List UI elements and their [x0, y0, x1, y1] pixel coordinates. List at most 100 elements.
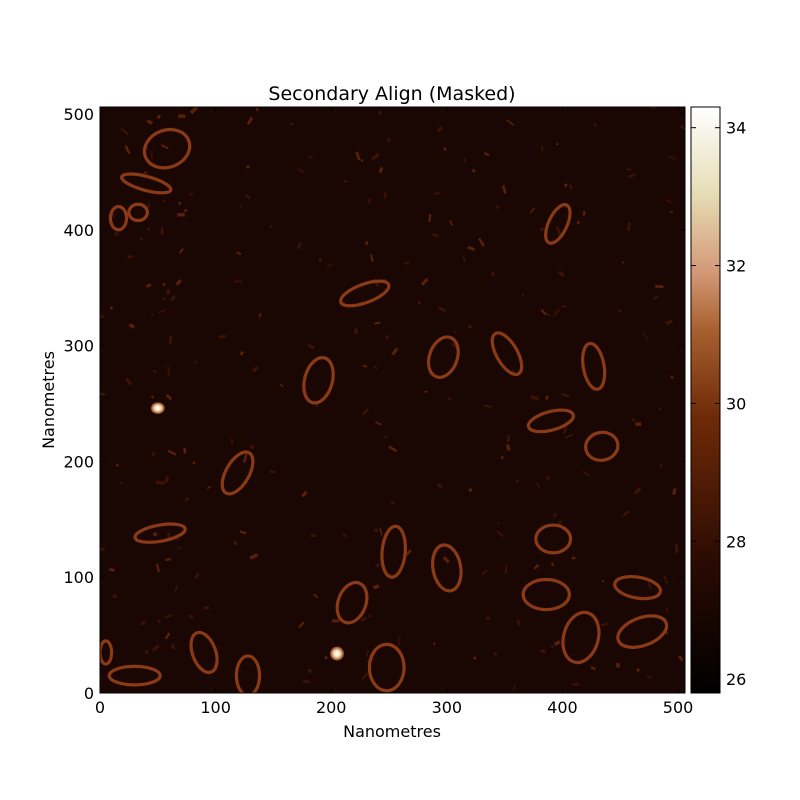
- bright-spot: [150, 402, 165, 414]
- background-speckle: [374, 321, 381, 325]
- background-speckle: [371, 152, 380, 161]
- background-speckle: [636, 668, 641, 673]
- dna-loop: [534, 523, 573, 555]
- background-speckle: [663, 575, 669, 584]
- background-speckle: [166, 288, 171, 294]
- background-speckles: [100, 107, 685, 691]
- background-speckle: [258, 313, 262, 318]
- background-speckle: [545, 312, 551, 317]
- plot-frame: [99, 106, 686, 694]
- y-tick-label: 0: [84, 684, 94, 703]
- background-speckle: [672, 488, 677, 495]
- background-speckle: [245, 165, 250, 169]
- background-speckle: [391, 347, 399, 356]
- background-speckle: [437, 306, 447, 313]
- background-speckle: [360, 158, 364, 162]
- background-speckle: [463, 157, 467, 163]
- background-speckle: [601, 579, 605, 583]
- background-speckle: [670, 375, 674, 380]
- background-speckle: [443, 146, 448, 152]
- colorbar-tick-label: 28: [726, 532, 746, 551]
- background-speckle: [242, 453, 248, 463]
- background-speckle: [151, 451, 156, 457]
- background-speckle: [417, 300, 422, 305]
- background-speckle: [155, 563, 161, 573]
- dna-loop: [108, 204, 129, 232]
- background-speckle: [112, 594, 118, 599]
- x-tick-label: 100: [200, 698, 231, 717]
- background-speckle: [436, 483, 443, 489]
- background-speckle: [647, 581, 652, 590]
- background-speckle: [324, 656, 328, 659]
- background-speckle: [555, 226, 562, 236]
- background-speckle: [535, 482, 540, 489]
- y-tick-label: 400: [63, 221, 94, 240]
- background-speckle: [674, 544, 679, 553]
- background-speckle: [239, 530, 247, 535]
- background-speckle: [147, 202, 150, 208]
- background-speckle: [355, 151, 361, 161]
- background-speckle: [165, 393, 173, 401]
- colorbar-gradient: [690, 106, 721, 694]
- background-speckle: [506, 119, 514, 126]
- background-speckle: [302, 679, 311, 684]
- background-speckle: [370, 254, 374, 263]
- background-speckle: [162, 199, 166, 202]
- background-speckle: [514, 479, 520, 483]
- background-speckle: [496, 530, 505, 538]
- background-speckle: [361, 672, 369, 681]
- background-speckle: [615, 662, 621, 668]
- dna-loop: [613, 574, 663, 601]
- background-speckle: [158, 309, 166, 314]
- background-speckle: [178, 248, 184, 254]
- dna-loop: [490, 331, 524, 376]
- background-speckle: [249, 553, 259, 560]
- background-speckle: [556, 143, 559, 145]
- background-speckle: [384, 435, 387, 439]
- background-speckle: [635, 422, 642, 427]
- background-speckle: [388, 445, 398, 453]
- background-speckle: [403, 261, 410, 266]
- background-speckle: [374, 528, 379, 533]
- background-speckle: [557, 520, 563, 525]
- background-speckle: [485, 616, 490, 621]
- dna-loop: [380, 524, 407, 579]
- background-speckle: [239, 350, 244, 356]
- background-speckle: [493, 651, 498, 656]
- background-speckle: [462, 256, 466, 262]
- background-speckle: [313, 593, 319, 599]
- dna-loop: [367, 642, 406, 693]
- x-axis-ticks: 0 100 200 300 400 500: [95, 107, 693, 717]
- background-speckle: [230, 438, 234, 445]
- plot-background: [100, 107, 685, 693]
- colorbar-tick-label: 32: [726, 257, 746, 276]
- background-speckle: [167, 449, 177, 456]
- background-speckle: [633, 487, 642, 495]
- background-speckle: [269, 470, 276, 474]
- background-speckle: [206, 485, 211, 490]
- background-speckle: [512, 684, 516, 691]
- background-speckle: [621, 260, 625, 264]
- molecule-features: [100, 127, 669, 693]
- background-speckle: [177, 201, 182, 206]
- background-speckle: [562, 426, 568, 435]
- background-speckle: [434, 191, 440, 195]
- background-speckle: [472, 656, 477, 660]
- background-speckle: [146, 119, 154, 125]
- background-speckle: [290, 122, 294, 126]
- background-speckle: [449, 219, 454, 226]
- background-speckle: [152, 369, 157, 374]
- background-speckle: [553, 640, 561, 647]
- background-speckle: [467, 324, 473, 330]
- dna-loop: [302, 356, 335, 405]
- background-speckle: [557, 270, 565, 278]
- background-speckle: [424, 390, 428, 393]
- background-speckle: [626, 168, 632, 171]
- background-speckle: [373, 365, 378, 370]
- background-speckle: [631, 418, 636, 423]
- background-speckle: [310, 533, 317, 538]
- background-speckle: [240, 204, 243, 208]
- background-speckle: [297, 168, 305, 174]
- colorbar-ticks: 26 28 30 32 34: [691, 119, 746, 689]
- x-tick-label: 500: [663, 698, 694, 717]
